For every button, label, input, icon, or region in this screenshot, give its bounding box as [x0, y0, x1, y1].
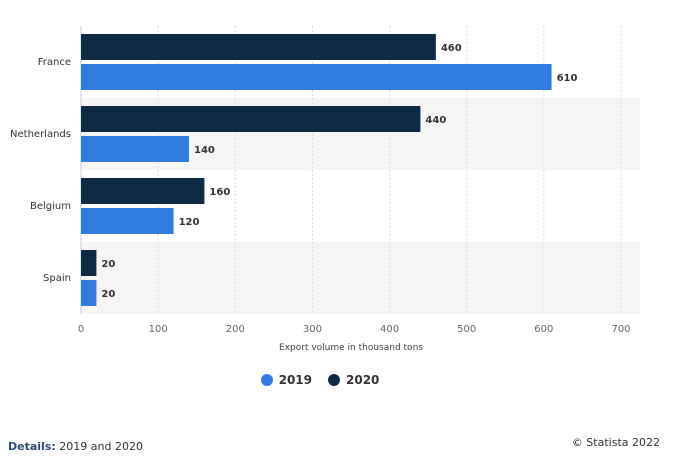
legend-item-2019[interactable]: 2019 [260, 373, 312, 387]
legend: 2019 2020 [0, 373, 640, 387]
details-value: 2019 and 2020 [59, 440, 143, 453]
x-tick-label-700: 700 [611, 324, 630, 335]
bar-netherlands-2019 [81, 136, 189, 162]
category-label-france: France [38, 57, 71, 68]
legend-dot-2020 [328, 374, 340, 386]
data-label-belgium-2019: 120 [179, 217, 200, 228]
legend-label-2019: 2019 [278, 373, 312, 387]
x-tick-label-600: 600 [534, 324, 553, 335]
bar-chart: 460 610 France 440 140 Netherlands 160 120 Belgi… [10, 26, 640, 353]
x-axis-title: Export volume in thousand tons [279, 343, 423, 353]
x-tick-label-400: 400 [380, 324, 399, 335]
details-note: Details: 2019 and 2020 [8, 440, 143, 453]
x-tick-label-0: 0 [78, 324, 84, 335]
bar-belgium-2019 [81, 208, 174, 234]
bar-belgium-2020 [81, 178, 205, 204]
category-label-netherlands: Netherlands [10, 129, 71, 140]
x-tick-label-100: 100 [149, 324, 168, 335]
category-label-spain: Spain [43, 273, 71, 284]
data-label-france-2019: 610 [557, 73, 578, 84]
legend-item-2020[interactable]: 2020 [328, 373, 379, 387]
band-shade-3 [81, 242, 640, 314]
bar-netherlands-2020 [81, 106, 421, 132]
bar-spain-2019 [81, 280, 97, 306]
details-label: Details: [8, 440, 56, 453]
data-label-netherlands-2020: 440 [425, 115, 446, 126]
x-tick-label-500: 500 [457, 324, 476, 335]
x-tick-label-200: 200 [226, 324, 245, 335]
data-label-france-2020: 460 [441, 43, 462, 54]
data-label-netherlands-2019: 140 [194, 145, 215, 156]
legend-label-2020: 2020 [346, 373, 380, 387]
category-label-belgium: Belgium [30, 201, 71, 212]
bar-spain-2020 [81, 250, 97, 276]
copyright: © Statista 2022 [571, 436, 660, 449]
data-label-spain-2019: 20 [101, 289, 115, 300]
data-label-spain-2020: 20 [101, 259, 115, 270]
data-label-belgium-2020: 160 [209, 187, 230, 198]
bar-france-2019 [81, 64, 552, 90]
bar-france-2020 [81, 34, 436, 60]
legend-dot-2019 [260, 374, 273, 386]
x-tick-label-300: 300 [303, 324, 322, 335]
